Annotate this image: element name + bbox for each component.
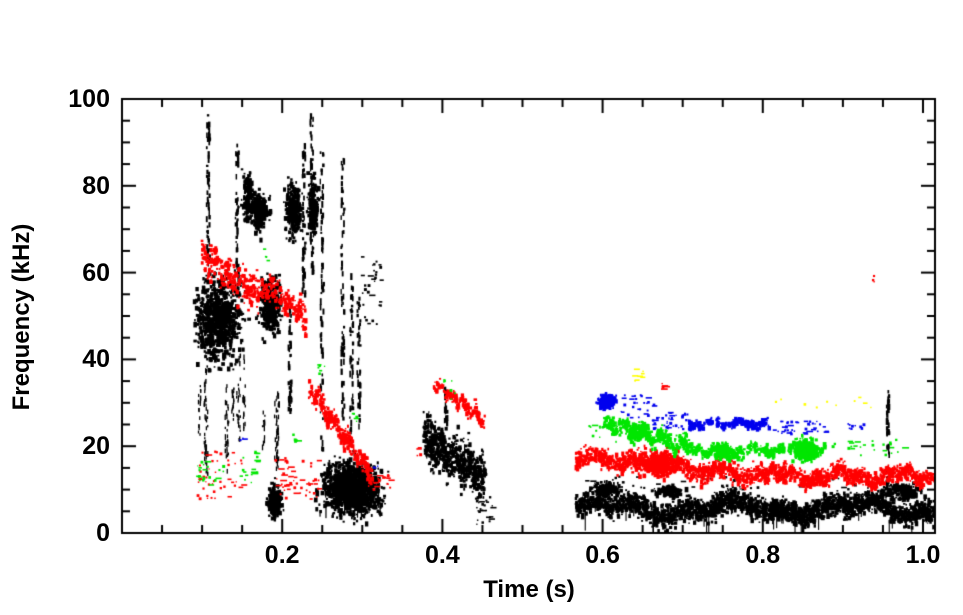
- y-tick-label: 40: [82, 345, 110, 374]
- x-tick-label: 0.6: [585, 541, 620, 569]
- x-tick-label: 0.4: [425, 541, 460, 569]
- y-tick-label: 20: [82, 432, 110, 461]
- y-tick-label: 0: [96, 519, 110, 547]
- x-tick-label: 1.0: [905, 541, 941, 569]
- y-tick-label: 80: [82, 171, 110, 200]
- x-axis-title: Time (s): [483, 576, 575, 603]
- x-tick-label: 0.2: [264, 541, 300, 569]
- y-tick-label: 100: [68, 85, 110, 113]
- x-tick-label: 0.8: [745, 541, 781, 569]
- y-axis-title: Frequency (kHz): [8, 223, 35, 411]
- y-tick-label: 60: [82, 258, 110, 287]
